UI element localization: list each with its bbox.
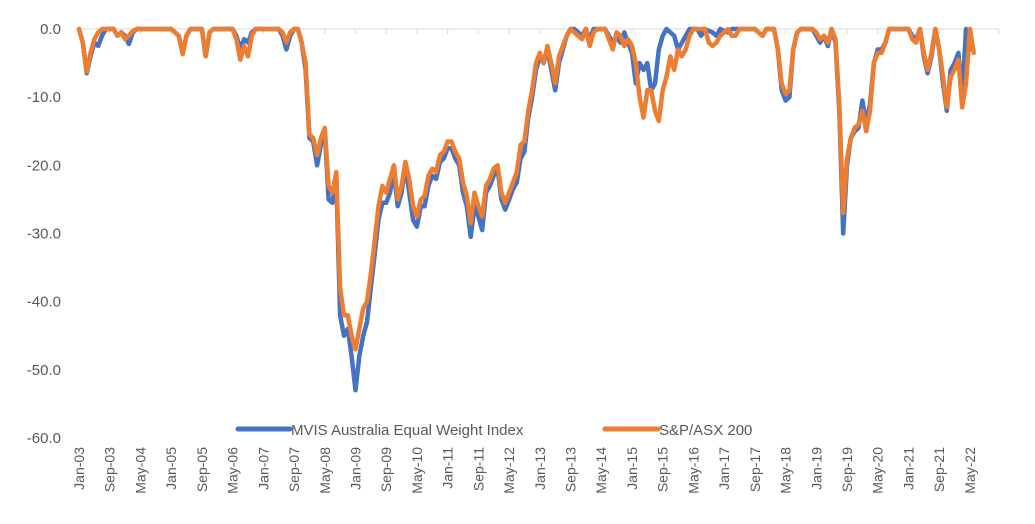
- legend-item-mvis: MVIS Australia Equal Weight Index: [235, 422, 524, 439]
- x-tick-label: Jan-13: [532, 447, 548, 490]
- x-tick-label: Sep-05: [194, 447, 210, 492]
- x-tick-label: May-10: [409, 447, 425, 494]
- x-tick-label: Sep-21: [931, 447, 947, 492]
- x-tick-label: Sep-15: [655, 447, 671, 492]
- x-tick-label: Sep-11: [470, 447, 486, 491]
- x-tick-label: May-20: [870, 447, 886, 494]
- y-axis: 0.0 -10.0 -20.0 -30.0 -40.0 -50.0 -60.0: [27, 21, 61, 447]
- x-tick-label: May-08: [317, 447, 333, 494]
- series-line-asx200: [76, 26, 976, 352]
- x-tick-label: May-22: [962, 447, 978, 494]
- y-tick-label: -50.0: [27, 362, 61, 379]
- x-tick-label: Sep-13: [563, 447, 579, 492]
- x-tick-label: Jan-17: [716, 447, 732, 490]
- y-tick-label: -60.0: [27, 430, 61, 447]
- y-tick-label: -10.0: [27, 89, 61, 106]
- y-tick-label: -40.0: [27, 294, 61, 311]
- x-tick-label: Jan-03: [71, 447, 87, 490]
- x-tick-label: Sep-09: [378, 447, 394, 492]
- x-tick-label: Jan-11: [440, 447, 456, 489]
- x-tick-label: Sep-03: [102, 447, 118, 492]
- x-tick-label: May-16: [685, 447, 701, 494]
- x-tick-label: Jan-15: [624, 447, 640, 490]
- x-tick-label: May-06: [225, 447, 241, 494]
- y-tick-label: 0.0: [40, 21, 61, 38]
- x-tick-label: Jan-19: [808, 447, 824, 490]
- x-tick-label: Sep-07: [286, 447, 302, 492]
- x-tick-label: Jan-09: [347, 447, 363, 490]
- x-tick-label: May-18: [778, 447, 794, 494]
- x-tick-label: Sep-17: [747, 447, 763, 492]
- x-tick-label: May-12: [501, 447, 517, 494]
- series-layer: [76, 26, 976, 393]
- y-tick-label: -20.0: [27, 157, 61, 174]
- legend: MVIS Australia Equal Weight Index S&P/AS…: [235, 422, 752, 439]
- x-tick-label: Jan-07: [255, 447, 271, 490]
- x-tick-label: May-04: [132, 447, 148, 494]
- legend-item-asx200: S&P/ASX 200: [602, 422, 752, 439]
- x-tick-label: Sep-19: [839, 447, 855, 492]
- x-axis: Jan-03 Sep-03 May-04 Jan-05 Sep-05 May-06 Jan-…: [71, 28, 1000, 494]
- legend-label-asx200: S&P/ASX 200: [659, 422, 752, 439]
- x-tick-label: Jan-21: [900, 447, 916, 490]
- y-tick-label: -30.0: [27, 226, 61, 243]
- x-tick-label: May-14: [593, 447, 609, 494]
- legend-label-mvis: MVIS Australia Equal Weight Index: [291, 422, 524, 439]
- x-tick-label: Jan-05: [163, 447, 179, 490]
